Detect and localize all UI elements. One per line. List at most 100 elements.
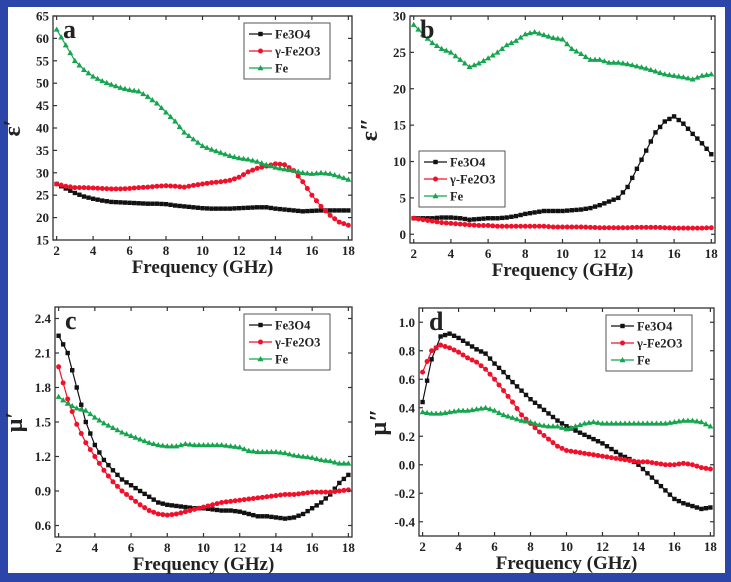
data-point-interp [332, 486, 337, 491]
data-point [219, 500, 225, 505]
data-point-interp [424, 409, 431, 415]
data-point-interp [443, 47, 450, 53]
data-point [156, 500, 161, 505]
data-point-interp [286, 166, 293, 173]
data-point [291, 491, 297, 497]
data-point [698, 72, 705, 78]
data-point [467, 217, 472, 222]
data-point [218, 442, 225, 448]
legend-marker [258, 339, 263, 345]
data-point-interp [177, 442, 184, 448]
data-point-interp [582, 53, 589, 59]
data-point [236, 174, 242, 180]
data-point-interp [638, 64, 645, 70]
data-point-interp [676, 225, 682, 231]
legend-marker [258, 48, 263, 54]
data-point-interp [537, 209, 542, 214]
legend-marker [432, 193, 439, 199]
y-tick-label: 0 [400, 227, 407, 242]
data-point [475, 60, 482, 66]
data-point-interp [453, 221, 459, 227]
data-point [127, 185, 133, 191]
data-point [448, 220, 454, 226]
data-point-interp [487, 371, 493, 377]
data-point [245, 156, 252, 162]
data-point [282, 207, 287, 212]
data-point [690, 225, 696, 231]
data-point [681, 121, 686, 126]
data-point [327, 208, 333, 213]
data-point [217, 149, 224, 155]
y-tick-label: -0.2 [394, 486, 415, 501]
data-point-interp [305, 508, 310, 514]
data-point [457, 56, 464, 62]
data-point-interp [123, 431, 130, 437]
data-point-interp [567, 424, 574, 430]
data-point-interp [433, 410, 440, 416]
legend-label: Fe3O4 [275, 28, 311, 42]
legend-label: γ-Fe2O3 [449, 173, 495, 187]
data-point [438, 334, 443, 339]
data-point-interp [601, 58, 608, 64]
data-point-interp [242, 510, 247, 516]
data-point [671, 225, 677, 231]
data-point-interp [505, 413, 512, 419]
data-point [273, 206, 278, 211]
data-point-interp [499, 215, 505, 221]
data-point [264, 205, 269, 210]
data-point-interp [159, 442, 166, 448]
data-point-interp [88, 431, 93, 436]
x-tick-label: 8 [164, 540, 171, 555]
series-γ-Fe2O3 [54, 161, 351, 228]
data-point [181, 129, 188, 135]
data-point [337, 208, 342, 213]
data-point [680, 225, 686, 231]
data-point [53, 26, 60, 32]
data-point-interp [114, 427, 121, 433]
data-point [237, 509, 242, 514]
data-point [609, 446, 614, 452]
data-point [707, 423, 714, 429]
legend-label: Fe [450, 190, 464, 204]
data-point-interp [433, 345, 439, 351]
data-point [560, 224, 565, 230]
data-point [578, 50, 585, 57]
data-point-interp [67, 184, 73, 190]
data-point [172, 203, 178, 208]
data-point-interp [559, 424, 566, 430]
data-point [227, 177, 233, 183]
data-point [101, 467, 107, 473]
y-tick-label: 1.2 [35, 449, 51, 464]
data-point-interp [517, 34, 524, 40]
data-point [569, 208, 574, 213]
data-point [126, 86, 133, 93]
data-point-interp [232, 443, 239, 449]
data-point-interp [496, 382, 502, 388]
data-point-interp [341, 221, 347, 227]
data-point-interp [676, 498, 682, 504]
data-point [336, 219, 342, 225]
data-point [465, 355, 471, 361]
data-point-interp [613, 449, 619, 455]
data-point-interp [648, 224, 654, 230]
data-point [318, 489, 324, 495]
data-point [626, 457, 632, 463]
data-point [263, 448, 270, 455]
data-point-interp [60, 380, 66, 386]
data-point [501, 388, 507, 394]
data-point-interp [424, 35, 431, 41]
data-point-interp [314, 503, 319, 508]
data-point [154, 201, 160, 206]
data-point-interp [305, 490, 311, 496]
series-γ-Fe2O3 [56, 364, 351, 518]
data-point-interp [640, 459, 646, 465]
y-tick-label: 0.8 [399, 343, 416, 358]
data-point-interp [583, 206, 588, 212]
data-point [117, 84, 124, 90]
data-point [254, 165, 260, 171]
x-tick-label: 8 [522, 246, 529, 261]
y-tick-label: 2.4 [35, 311, 52, 326]
data-point-interp [550, 440, 556, 446]
data-point-interp [296, 491, 302, 497]
data-point-interp [323, 496, 328, 501]
